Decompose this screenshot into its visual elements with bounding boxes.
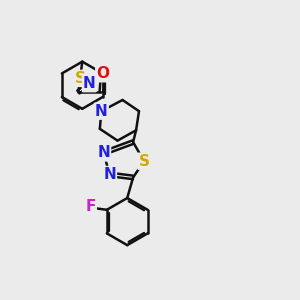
Text: N: N [83, 76, 96, 91]
Text: O: O [96, 66, 109, 81]
Text: N: N [97, 146, 110, 160]
Text: S: S [75, 71, 86, 86]
Text: S: S [139, 154, 149, 169]
Text: N: N [103, 167, 116, 182]
Text: F: F [85, 200, 96, 214]
Text: N: N [95, 104, 108, 119]
